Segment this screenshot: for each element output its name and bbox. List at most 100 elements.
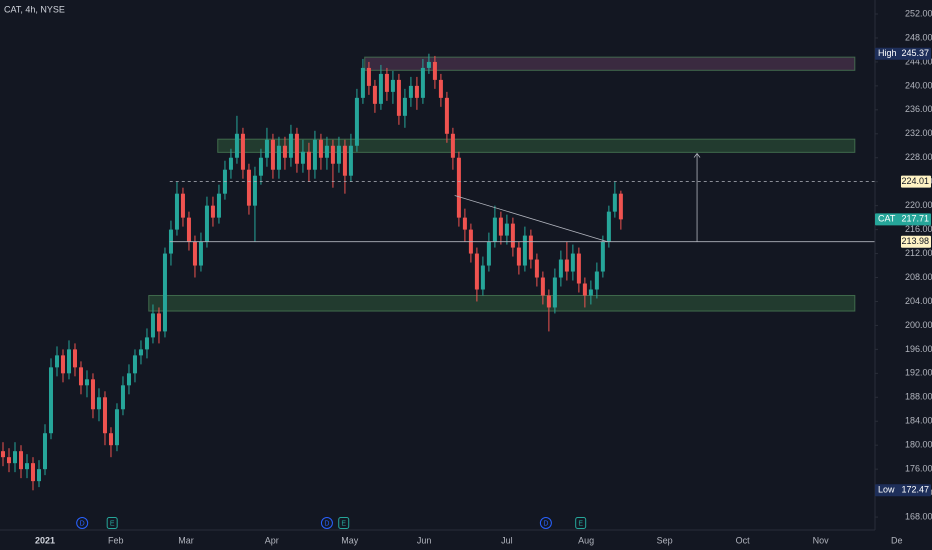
y-tick-label: 244.00 [905, 56, 932, 66]
level-tag [875, 484, 931, 497]
candle-body [102, 397, 107, 434]
candle-body [12, 451, 17, 464]
event-label: D [543, 520, 548, 527]
candle-body [120, 385, 125, 410]
candle-body [216, 193, 221, 218]
zone [217, 138, 856, 153]
event-label: D [324, 520, 329, 527]
x-tick-label: May [341, 535, 359, 545]
candle-body [156, 313, 161, 332]
level-value: 217.71 [901, 214, 929, 224]
level-value: 213.98 [901, 236, 929, 246]
candle-body [552, 277, 557, 308]
candle-body [492, 217, 497, 242]
candle-body [192, 241, 197, 266]
arrow-head [693, 152, 701, 158]
candle-body [90, 379, 95, 410]
candle-body [438, 79, 443, 98]
candle-body [342, 145, 347, 176]
x-tick-label: Oct [736, 535, 751, 545]
candle-body [72, 349, 77, 368]
candle-body [372, 85, 377, 104]
candle-body [384, 73, 389, 92]
candle-body [354, 97, 359, 146]
candle-body [402, 97, 407, 116]
y-tick-label: 192.00 [905, 368, 932, 378]
y-tick-label: 248.00 [905, 32, 932, 42]
candle-body [498, 217, 503, 236]
candle-body [270, 139, 275, 170]
x-tick-label: 2021 [35, 535, 55, 545]
candle-body [24, 463, 29, 470]
y-tick-label: 240.00 [905, 80, 932, 90]
candle-body [48, 367, 53, 434]
candle-body [444, 97, 449, 134]
candle-body [522, 235, 527, 266]
candle-body [576, 253, 581, 284]
candle-body [132, 355, 137, 374]
y-tick-label: 200.00 [905, 320, 932, 330]
candle-body [276, 145, 281, 170]
level-value: 224.01 [901, 176, 929, 186]
candle-body [396, 79, 401, 116]
y-tick-label: 236.00 [905, 104, 932, 114]
x-tick-label: Feb [108, 535, 124, 545]
candle-body [486, 241, 491, 266]
candle-body [240, 133, 245, 170]
x-tick-label: Nov [813, 535, 830, 545]
x-tick-label: Jun [417, 535, 432, 545]
candle-body [546, 295, 551, 308]
candle-body [450, 133, 455, 158]
candle-body [228, 157, 233, 170]
event-marker [76, 517, 89, 529]
candle-body [558, 259, 563, 278]
y-tick-label: 204.00 [905, 296, 932, 306]
y-tick-label: 184.00 [905, 416, 932, 426]
candle-body [288, 133, 293, 158]
y-tick-label: 216.00 [905, 224, 932, 234]
candle-body [612, 193, 617, 212]
y-tick-label: 188.00 [905, 392, 932, 402]
y-tick-label: 168.00 [905, 511, 932, 521]
level-value: 245.37 [901, 48, 929, 58]
candle-body [198, 241, 203, 266]
y-tick-label: 252.00 [905, 8, 932, 18]
y-tick-label: 176.00 [905, 464, 932, 474]
candle-body [414, 85, 419, 98]
level-tag [875, 47, 931, 60]
candle-body [162, 253, 167, 332]
event-label: E [110, 520, 115, 527]
candle-body [378, 73, 383, 104]
candle-body [300, 151, 305, 164]
candle-body [234, 133, 239, 158]
y-tick-label: 228.00 [905, 152, 932, 162]
event-marker [539, 517, 552, 529]
candle-body [366, 67, 371, 86]
candles [0, 53, 623, 491]
candle-body [306, 151, 311, 170]
candle-body [18, 451, 23, 470]
candle-body [54, 355, 59, 368]
candle-body [150, 313, 155, 338]
level-tag [875, 213, 931, 226]
candle-body [360, 67, 365, 98]
candle-body [348, 145, 353, 176]
x-tick-label: Mar [178, 535, 194, 545]
candle-body [606, 211, 611, 242]
candle-body [42, 433, 47, 470]
event-marker [106, 517, 118, 529]
candle-body [60, 355, 65, 374]
candle-body [390, 79, 395, 92]
event-label: E [578, 520, 583, 527]
candle-body [318, 139, 323, 158]
candle-body [180, 193, 185, 218]
candle-body [426, 61, 431, 68]
candle-body [246, 169, 251, 206]
candle-body [504, 223, 509, 236]
candle-body [186, 217, 191, 242]
y-tick-label: 212.00 [905, 248, 932, 258]
level-tag [901, 235, 931, 248]
candle-body [534, 259, 539, 278]
